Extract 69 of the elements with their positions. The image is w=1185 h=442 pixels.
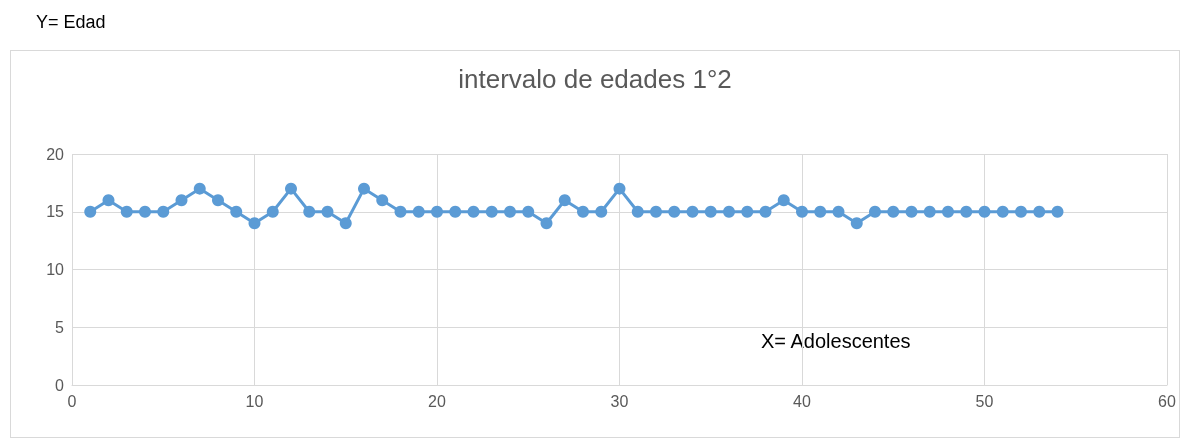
x-tick-label: 50 <box>975 392 994 410</box>
point <box>887 205 900 218</box>
point <box>285 182 297 195</box>
point <box>832 205 845 218</box>
point <box>266 205 279 218</box>
y-tick-label: 20 <box>46 145 65 163</box>
point <box>631 205 644 218</box>
point <box>796 205 808 218</box>
point <box>686 205 699 218</box>
point <box>485 205 498 218</box>
point <box>650 205 662 218</box>
text: Y= Edad <box>36 12 106 33</box>
point <box>942 205 954 218</box>
point <box>139 205 151 218</box>
y-tick-label: 15 <box>46 203 65 221</box>
chart-title: intervalo de edades 1°2 <box>458 64 732 94</box>
point <box>905 205 918 218</box>
annotation: X= Adolescentes <box>761 330 911 352</box>
point <box>558 194 571 207</box>
point <box>723 205 735 218</box>
point <box>449 205 462 218</box>
point <box>84 205 97 218</box>
point <box>960 205 973 218</box>
point <box>595 205 608 218</box>
point <box>577 205 589 218</box>
point <box>704 205 717 218</box>
point <box>741 205 754 218</box>
point <box>1033 205 1046 218</box>
point <box>102 194 115 207</box>
point <box>303 205 316 218</box>
point <box>193 182 206 195</box>
x-tick-label: 0 <box>67 392 77 410</box>
point <box>248 217 261 230</box>
point <box>996 205 1009 218</box>
point <box>613 182 626 195</box>
point <box>120 205 133 218</box>
point <box>412 205 425 218</box>
point <box>504 205 516 218</box>
point <box>850 217 863 230</box>
y-tick-label: 5 <box>55 318 65 336</box>
point <box>759 205 772 218</box>
point <box>1051 205 1064 218</box>
point <box>814 205 827 218</box>
y-tick-label: 10 <box>46 261 65 278</box>
point <box>869 205 881 218</box>
point <box>522 205 535 218</box>
point <box>321 205 334 218</box>
point <box>540 217 553 230</box>
x-tick-label: 10 <box>245 392 264 410</box>
point <box>230 205 243 218</box>
x-tick-label: 60 <box>1158 392 1176 410</box>
point <box>467 205 480 218</box>
point <box>157 205 170 218</box>
point <box>923 205 936 218</box>
point <box>175 194 188 207</box>
point <box>394 205 407 218</box>
x-tick-label: 40 <box>793 392 811 410</box>
point <box>339 217 352 230</box>
point <box>1015 205 1027 218</box>
point <box>212 194 224 207</box>
point <box>777 194 790 207</box>
x-tick-label: 20 <box>428 392 446 410</box>
point <box>358 182 370 195</box>
point <box>376 194 389 207</box>
point <box>668 205 681 218</box>
y-tick-label: 0 <box>55 376 65 394</box>
x-tick-label: 30 <box>610 392 629 410</box>
point <box>978 205 991 218</box>
point <box>431 205 443 218</box>
